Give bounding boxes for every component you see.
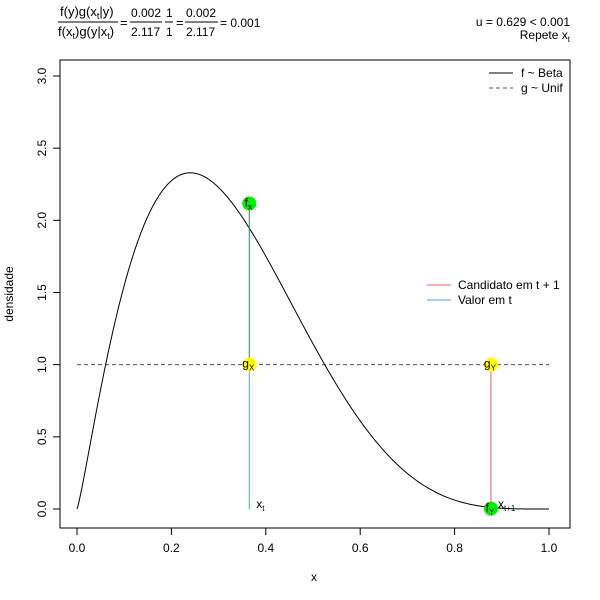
y-tick-label: 2.5 [35,140,49,157]
label-f-x: fx [245,195,252,211]
u-comparison-text: u = 0.629 < 0.001 [476,15,570,29]
beta-density-curve [76,172,549,510]
x-tick-label: 0.0 [69,541,86,555]
x-tick-label: 0.8 [446,541,463,555]
formula-denominator: f(xt)g(y|xt) [58,24,114,41]
legend-distributions: f ~ Beta g ~ Unif [489,66,563,95]
label-f-y: fY [486,501,495,517]
repete-text: Repete xt [520,28,571,44]
point-f-x [242,196,257,211]
formula-result: = 0.001 [220,16,261,30]
formula-frac4-den: 2.117 [186,25,215,39]
formula-equals-2: = [176,15,184,30]
point-f-y [483,501,498,516]
legend-candidate-label: Candidato em t + 1 [458,278,560,292]
y-tick-label: 1.5 [35,284,49,301]
label-g-y: gY [484,357,497,373]
y-axis: 0.0 0.5 1.0 1.5 2.0 2.5 3.0 [35,67,61,517]
y-tick-label: 3.0 [35,67,49,84]
y-tick-label: 2.0 [35,212,49,229]
x-tick-label: 0.2 [163,541,180,555]
y-tick-label: 0.0 [35,500,49,517]
label-g-x: gX [242,357,255,373]
x-tick-label: 1.0 [541,541,558,555]
x-axis-label: x [311,570,317,584]
formula-frac2-den: 2.117 [131,25,160,39]
legend-beta-label: f ~ Beta [521,66,563,80]
formula-numerator: f(y)g(xt|y) [60,4,114,21]
point-g-y [483,357,498,372]
label-x-t: xt [256,497,265,513]
formula-frac3-den: 1 [166,25,173,39]
y-tick-label: 1.0 [35,356,49,373]
formula-equals-1: = [120,15,128,30]
x-tick-label: 0.6 [352,541,369,555]
y-tick-label: 0.5 [35,428,49,445]
legend-markers: Candidato em t + 1 Valor em t [427,278,560,307]
x-axis: 0.0 0.2 0.4 0.6 0.8 1.0 [69,527,558,555]
legend-current-label: Valor em t [458,293,512,307]
x-tick-label: 0.4 [257,541,274,555]
label-x-t-plus-1: xt+1 [498,497,516,513]
formula-frac2-num: 0.002 [131,6,161,20]
point-g-x [242,357,257,372]
y-axis-label: densidade [2,266,16,322]
legend-unif-label: g ~ Unif [521,81,563,95]
formula-frac3-num: 1 [166,6,173,20]
formula-frac4-num: 0.002 [186,6,216,20]
acceptance-formula: f(y)g(xt|y) f(xt)g(y|xt) = 0.002 2.117 1… [58,4,261,41]
